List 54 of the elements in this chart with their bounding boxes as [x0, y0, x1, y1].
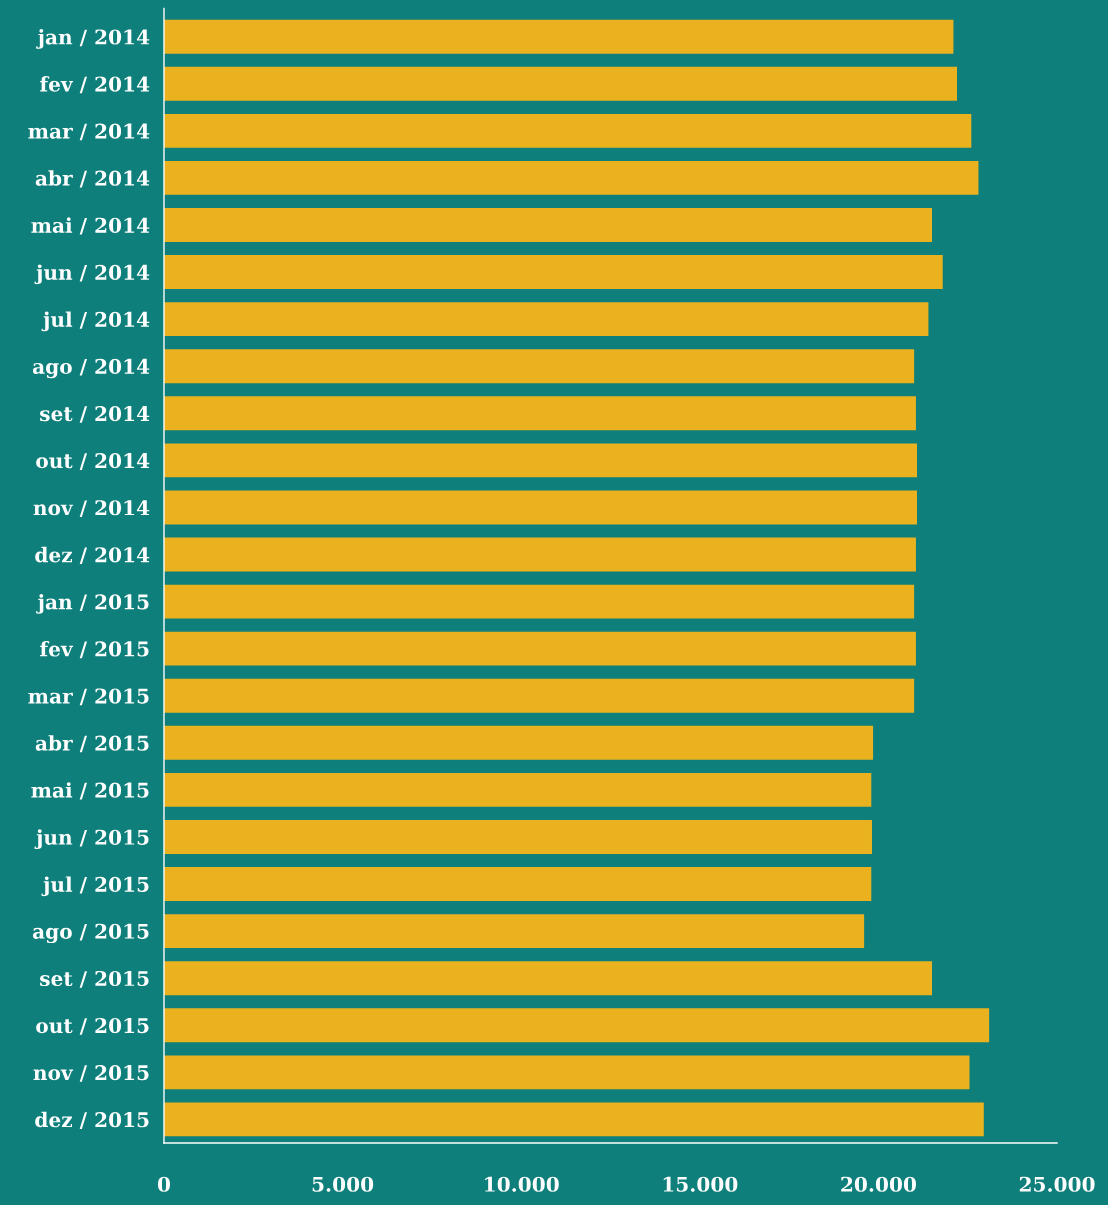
y-tick-label: out / 2014 [36, 453, 150, 470]
y-tick-label: mar / 2015 [28, 688, 149, 706]
bar [163, 631, 916, 666]
bar [163, 725, 874, 760]
bar [163, 961, 933, 996]
bar [163, 302, 929, 337]
y-tick-label: ago / 2014 [32, 358, 150, 379]
bar [163, 867, 872, 901]
x-tick-label: 5.000 [312, 1176, 374, 1192]
y-tick-label: nov / 2014 [33, 500, 150, 517]
x-tick-label: 20.000 [841, 1176, 917, 1192]
bar [163, 396, 916, 431]
y-tick-label: mai / 2015 [31, 782, 149, 800]
y-tick-label: nov / 2015 [33, 1065, 149, 1082]
y-tick-label: jun / 2015 [34, 829, 149, 850]
y-tick-label: out / 2015 [36, 1017, 149, 1035]
y-tick-label: mai / 2014 [31, 217, 150, 235]
x-tick-label: 25.000 [1019, 1176, 1095, 1192]
bar [163, 678, 915, 713]
y-tick-label: set / 2014 [40, 405, 150, 423]
y-tick-label: jul / 2015 [41, 876, 149, 897]
bar [163, 255, 943, 289]
y-tick-label: mar / 2014 [28, 123, 150, 141]
x-tick-label: 15.000 [663, 1176, 738, 1192]
bar [163, 537, 916, 572]
y-tick-label: set / 2015 [40, 970, 149, 988]
y-tick-label: jul / 2014 [41, 311, 150, 332]
y-tick-label: jan / 2015 [36, 593, 149, 614]
y-tick-label: dez / 2015 [35, 1111, 149, 1129]
x-tick-label: 0 [157, 1176, 171, 1192]
y-tick-label: jan / 2014 [36, 29, 150, 49]
bar [163, 820, 872, 854]
bar [163, 160, 979, 195]
y-tick-label: abr / 2014 [35, 170, 150, 188]
y-tick-label: dez / 2014 [35, 546, 150, 565]
y-tick-label: ago / 2015 [32, 923, 149, 944]
y-tick-label: fev / 2015 [40, 641, 149, 659]
bar [163, 19, 954, 54]
bar [163, 208, 933, 242]
bar [163, 1102, 984, 1137]
bar [163, 1008, 990, 1043]
bar [163, 1055, 970, 1090]
x-tick-label: 10.000 [485, 1176, 559, 1192]
y-tick-label: fev / 2014 [40, 76, 150, 94]
bar [163, 349, 915, 384]
bar [163, 772, 872, 807]
bar [163, 66, 958, 101]
bar [163, 113, 972, 148]
bar [163, 584, 915, 619]
y-tick-label: jun / 2014 [34, 264, 150, 285]
bar [163, 914, 865, 949]
bar [163, 443, 917, 478]
bar [163, 490, 917, 525]
y-tick-label: abr / 2015 [35, 735, 149, 753]
